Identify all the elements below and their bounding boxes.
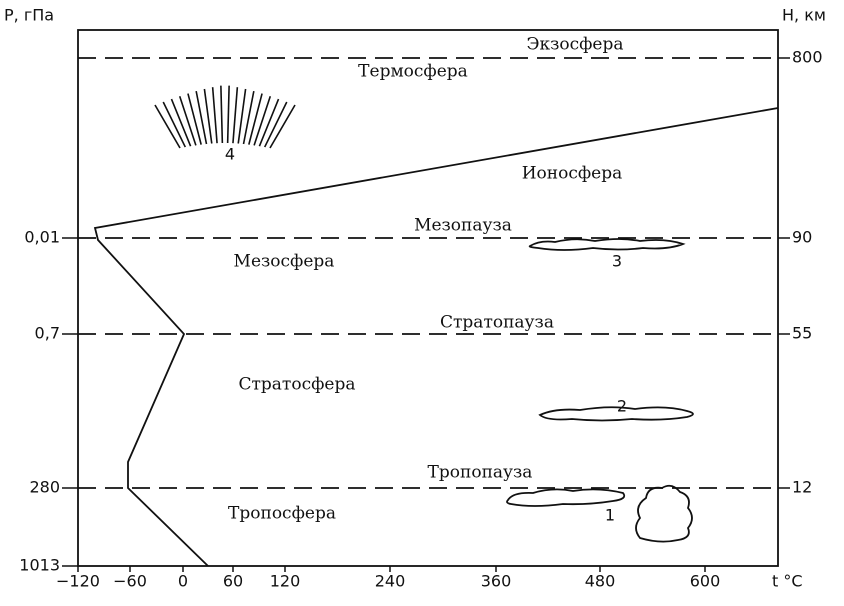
layer-label: Термосфера (358, 62, 468, 82)
aurora (154, 85, 296, 149)
aurora-ray (162, 101, 187, 148)
layer-label: Мезопауза (414, 216, 512, 236)
right-tick-label: 800 (792, 48, 823, 67)
left-tick-label: 1013 (19, 556, 60, 575)
layer-label: Стратопауза (440, 313, 554, 333)
cloud-number: 2 (617, 397, 627, 416)
frame (77, 29, 779, 567)
cloud-number: 3 (612, 252, 622, 271)
bottom-tick-label: 60 (223, 572, 243, 591)
aurora-ray (187, 93, 202, 145)
aurora-ray (248, 93, 263, 145)
aurora-ray (263, 101, 288, 148)
aurora-ray (211, 87, 218, 144)
aurora-ray (232, 87, 239, 144)
bottom-tick-label: 0 (178, 572, 188, 591)
layer-label: Экзосфера (526, 35, 623, 55)
layer-label: Тропосфера (228, 504, 336, 524)
bottom-tick-label: 600 (690, 572, 721, 591)
left-tick-label: 280 (29, 478, 60, 497)
cloud-1 (506, 484, 693, 543)
layer-label: Мезосфера (234, 252, 335, 272)
aurora-ray (220, 85, 224, 144)
aurora-ray (242, 90, 255, 145)
aurora-ray (170, 98, 192, 147)
bottom-tick-label: 120 (270, 572, 301, 591)
aurora-ray (237, 88, 247, 144)
bottom-tick-label: 360 (481, 572, 512, 591)
bottom-tick-label: 240 (375, 572, 406, 591)
aurora-ray (258, 98, 280, 147)
cloud-2 (538, 406, 694, 422)
left-tick-label: 0,01 (24, 228, 60, 247)
aurora-ray (253, 95, 272, 146)
layer-label: Ионосфера (522, 164, 623, 184)
right-axis-title: H, км (782, 6, 826, 25)
bottom-tick-label: −120 (56, 572, 100, 591)
aurora-ray (226, 85, 230, 144)
bottom-tick-label: 480 (585, 572, 616, 591)
aurora-ray (154, 104, 181, 149)
aurora-ray (269, 104, 296, 149)
bottom-axis-title: t °C (772, 572, 803, 591)
aurora-ray (195, 90, 208, 145)
cloud-3 (528, 238, 686, 251)
right-tick-label: 55 (792, 324, 812, 343)
layer-label: Стратосфера (239, 375, 356, 395)
left-tick-label: 0,7 (35, 324, 60, 343)
cloud-number: 1 (605, 506, 615, 525)
aurora-ray (178, 95, 197, 146)
right-tick-label: 12 (792, 478, 812, 497)
layer-label: Тропопауза (428, 463, 533, 483)
left-axis-title: P, гПа (4, 6, 54, 25)
aurora-ray (203, 88, 213, 144)
temperature-profile (93, 107, 779, 567)
bottom-tick-label: −60 (113, 572, 147, 591)
cloud-number: 4 (225, 145, 235, 164)
right-tick-label: 90 (792, 228, 812, 247)
